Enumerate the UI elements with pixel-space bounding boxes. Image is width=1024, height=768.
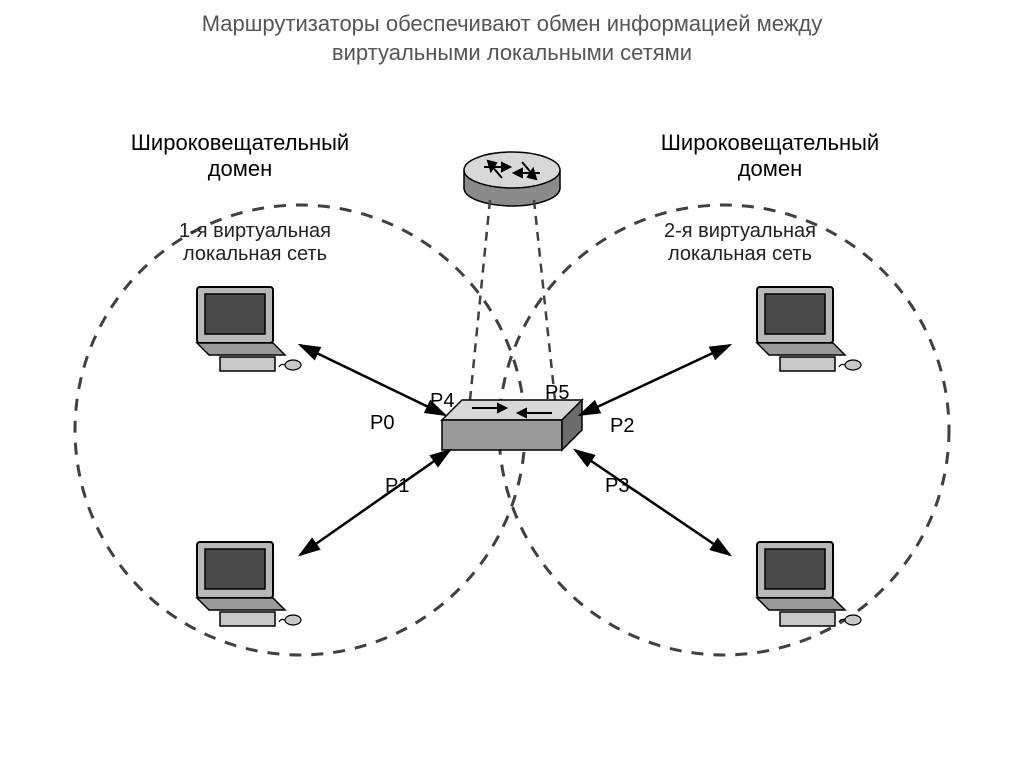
vlan-left-line2: локальная сеть [183, 243, 327, 265]
network-diagram [0, 100, 1024, 720]
domain-right-line2: домен [738, 156, 803, 181]
vlan-right-line2: локальная сеть [668, 243, 812, 265]
uplink-p4 [470, 200, 490, 400]
port-p5: P5 [545, 382, 569, 405]
port-p0: P0 [370, 412, 394, 435]
vlan-left-line1: 1-я виртуальная [179, 220, 331, 242]
domain-label-right: Широковещательный домен [640, 130, 900, 183]
port-p1: P1 [385, 475, 409, 498]
port-p2: P2 [610, 415, 634, 438]
title-line2: виртуальными локальными сетями [332, 40, 692, 65]
vlan-right-line1: 2-я виртуальная [664, 220, 816, 242]
link-p0 [300, 345, 445, 415]
port-p3: P3 [605, 475, 629, 498]
pc-bottom-right [757, 542, 861, 626]
pc-bottom-left [197, 542, 301, 626]
domain-left-line2: домен [208, 156, 273, 181]
link-p1 [300, 450, 450, 555]
vlan-label-left: 1-я виртуальная локальная сеть [165, 220, 345, 266]
domain-label-left: Широковещательный домен [110, 130, 370, 183]
switch-icon [442, 400, 582, 450]
port-p4: P4 [430, 390, 454, 413]
link-p3 [575, 450, 730, 555]
domain-right-line1: Широковещательный [661, 130, 879, 155]
pc-top-right [757, 287, 861, 371]
uplink-p5 [534, 200, 555, 400]
pc-top-left [197, 287, 301, 371]
page-title: Маршрутизаторы обеспечивают обмен информ… [0, 10, 1024, 67]
domain-left-line1: Широковещательный [131, 130, 349, 155]
router-icon [464, 152, 560, 206]
vlan-label-right: 2-я виртуальная локальная сеть [650, 220, 830, 266]
link-p2 [580, 345, 730, 415]
title-line1: Маршрутизаторы обеспечивают обмен информ… [202, 11, 823, 36]
